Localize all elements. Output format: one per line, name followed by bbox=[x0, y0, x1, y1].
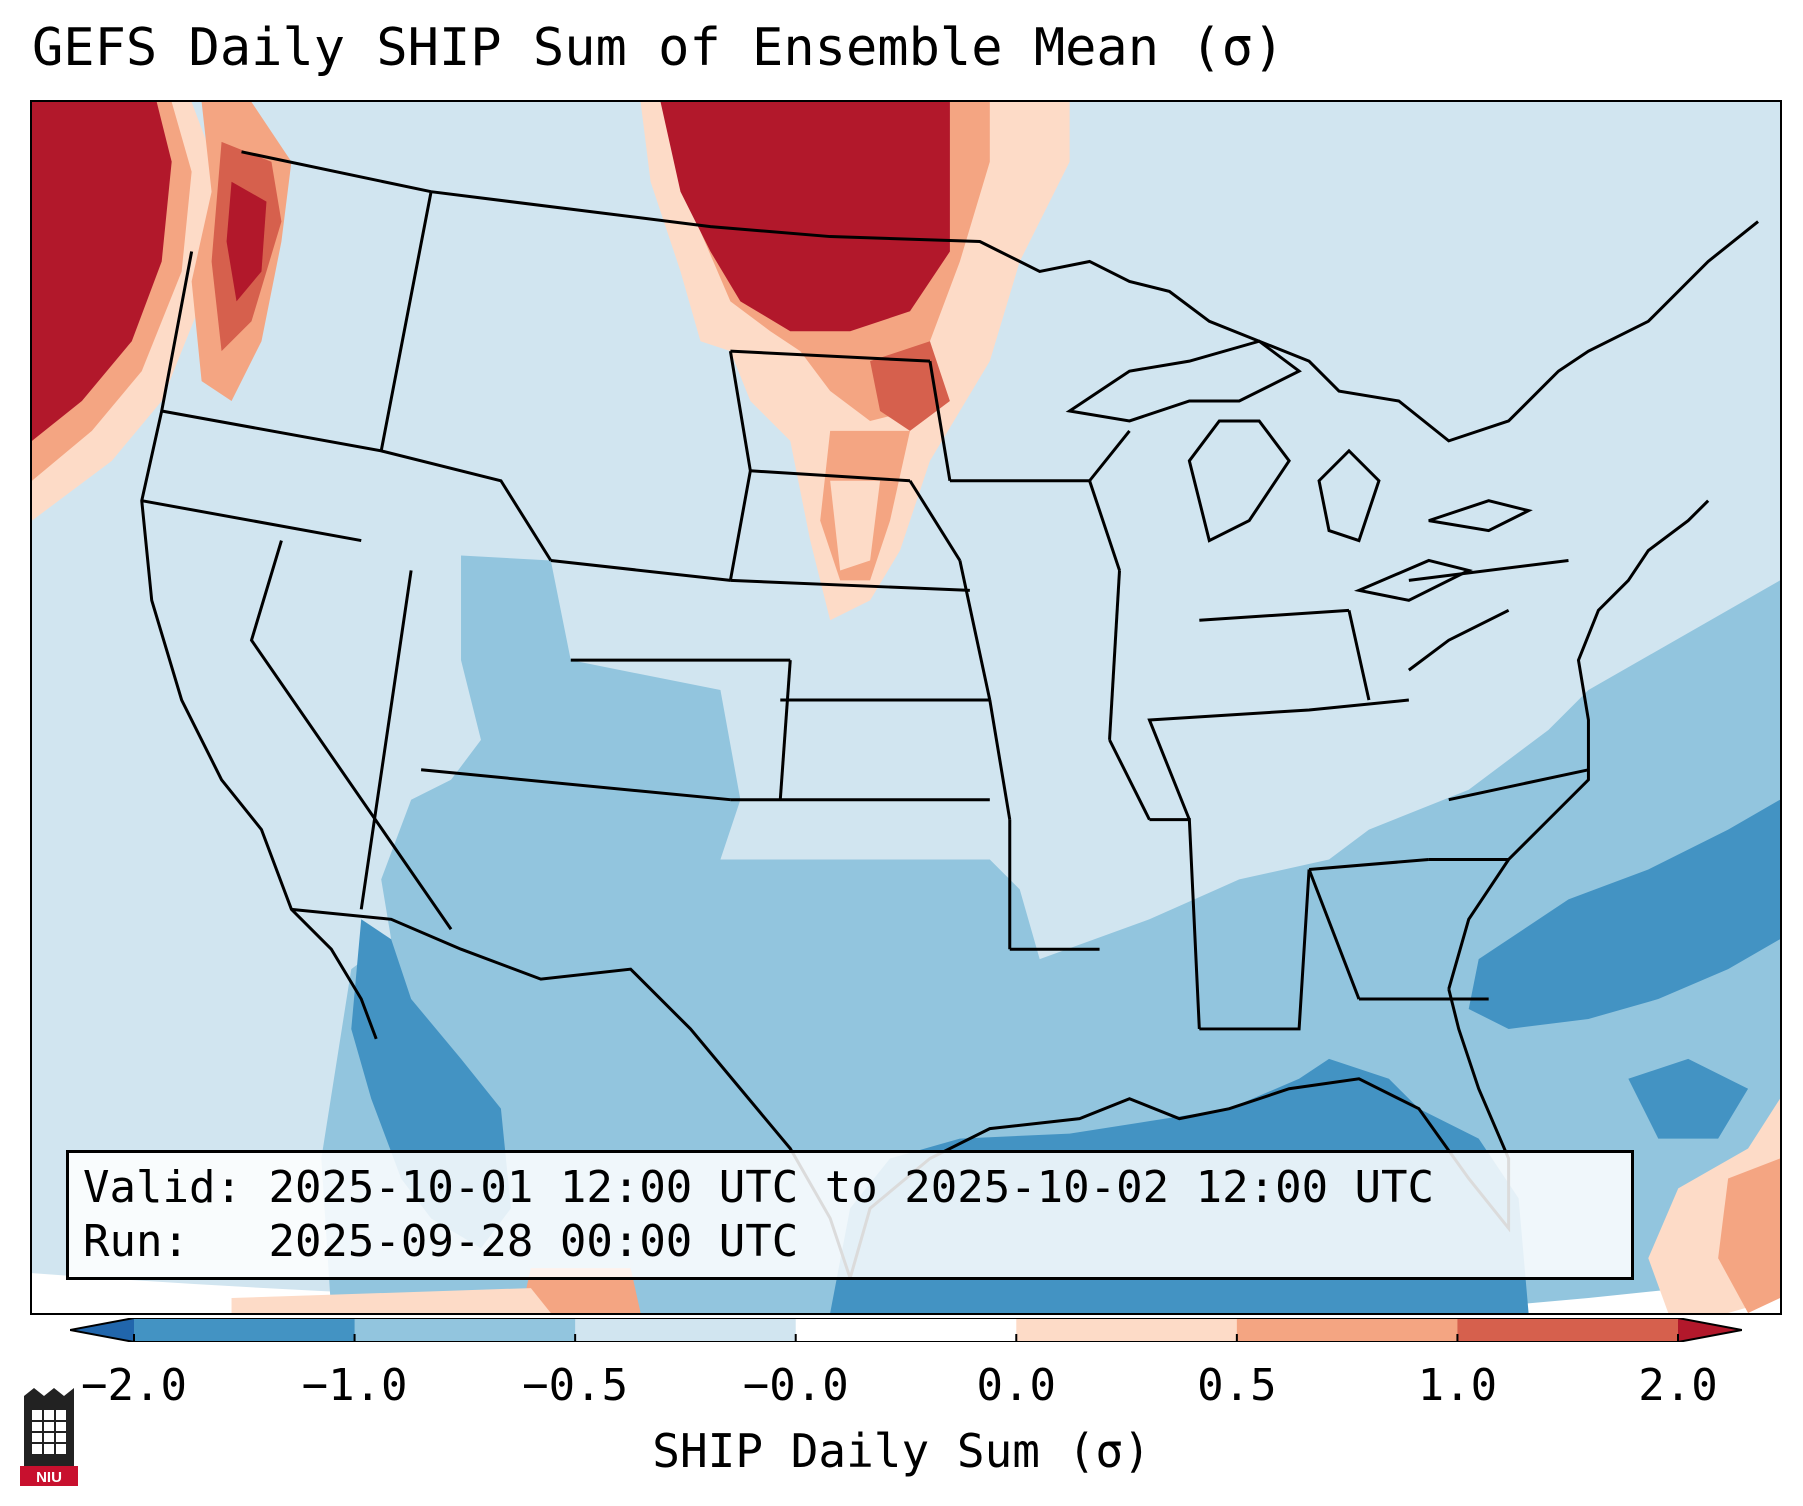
colorbar-tick-label: 0.0 bbox=[976, 1360, 1057, 1411]
niu-logo-text: NIU bbox=[36, 1469, 62, 1486]
colorbar-bin bbox=[1236, 1318, 1458, 1342]
valid-run-info-box: Valid: 2025-10-01 12:00 UTC to 2025-10-0… bbox=[66, 1150, 1634, 1280]
valid-value: 2025-10-01 12:00 UTC to 2025-10-02 12:00… bbox=[268, 1162, 1435, 1213]
valid-label: Valid: bbox=[83, 1162, 242, 1213]
colorbar-bin bbox=[1016, 1318, 1238, 1342]
colorbar-tick-label: −0.0 bbox=[742, 1360, 849, 1411]
field-positive bbox=[32, 102, 1070, 621]
colorbar-bin bbox=[1457, 1318, 1679, 1342]
colorbar-tick-label: −0.5 bbox=[522, 1360, 629, 1411]
colorbar-label: SHIP Daily Sum (σ) bbox=[652, 1424, 1151, 1478]
chart-title: GEFS Daily SHIP Sum of Ensemble Mean (σ) bbox=[32, 18, 1285, 78]
map-panel bbox=[30, 100, 1782, 1315]
colorbar-extend-max bbox=[1678, 1318, 1742, 1342]
colorbar-tick-label: −1.0 bbox=[301, 1360, 408, 1411]
colorbar-svg bbox=[70, 1318, 1742, 1342]
colorbar-extend-min bbox=[70, 1318, 134, 1342]
colorbar-tick-label: 2.0 bbox=[1638, 1360, 1718, 1411]
niu-logo-icon: NIU bbox=[20, 1388, 78, 1486]
borders bbox=[140, 150, 1759, 1279]
run-label: Run: bbox=[83, 1216, 189, 1267]
run-value: 2025-09-28 00:00 UTC bbox=[268, 1216, 799, 1267]
colorbar-bin bbox=[795, 1318, 1017, 1342]
colorbar-tick-label: 1.0 bbox=[1417, 1360, 1498, 1411]
colorbar-bin bbox=[134, 1318, 356, 1342]
colorbar-bin bbox=[354, 1318, 576, 1342]
colorbar-tick-label: 0.5 bbox=[1197, 1360, 1277, 1411]
colorbar-tick-label: −2.0 bbox=[81, 1360, 187, 1411]
colorbar-bin bbox=[575, 1318, 797, 1342]
colorbar bbox=[70, 1318, 1742, 1342]
ship-anomaly-map bbox=[32, 102, 1780, 1313]
